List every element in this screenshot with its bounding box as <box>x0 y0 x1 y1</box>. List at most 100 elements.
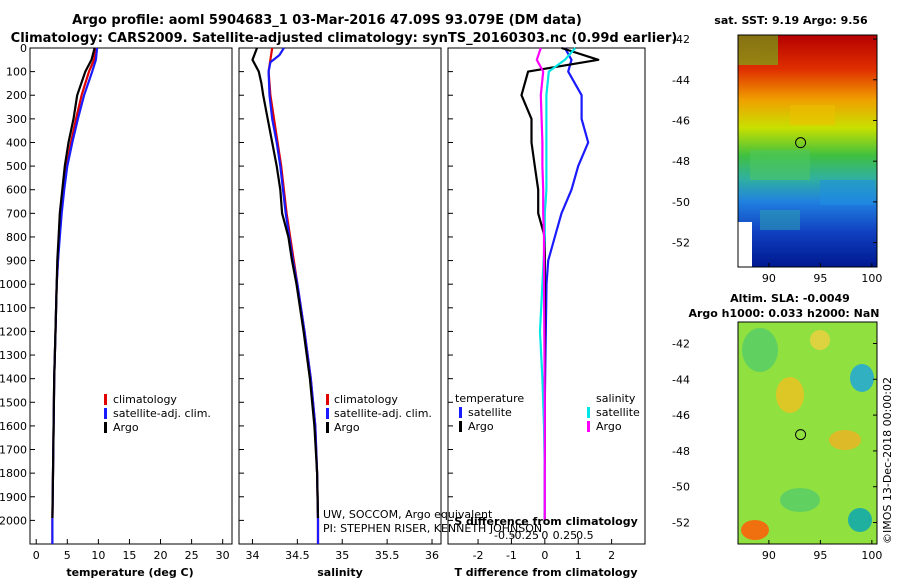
salinity-diff-tick-label: 0 <box>541 529 548 542</box>
y-tick-label: 1400 <box>0 373 27 386</box>
sla-map-frame <box>737 321 878 545</box>
x-tick-label: 35 <box>335 549 349 562</box>
series-line-satellite-adj-clim- <box>267 47 320 544</box>
imos-stamp: ©IMOS 13-Dec-2018 00:00:02 <box>881 377 894 544</box>
sst-map-frame <box>737 34 878 268</box>
salinity-diff-tick-label: 0.5 <box>576 529 594 542</box>
y-tick-label: 1100 <box>0 302 27 315</box>
legend-swatch-satellite <box>104 408 107 419</box>
salinity-diff-tick-label: -0.25 <box>511 529 539 542</box>
map-y-tick-label: -50 <box>672 481 690 494</box>
x-tick-label: 25 <box>185 549 199 562</box>
x-tick-label: 15 <box>122 549 136 562</box>
map-y-tick-label: -42 <box>672 337 690 350</box>
salinity-panel: 34 34.5 35 35.5 36 salinity climatology sate… <box>238 47 542 579</box>
sla-argo-location-marker <box>795 429 807 441</box>
map-x-tick-label: 95 <box>813 549 827 562</box>
map-x-tick-label: 90 <box>762 272 776 285</box>
y-tick-label: 900 <box>6 255 27 268</box>
legend-swatch-climatology <box>104 394 107 405</box>
y-tick-label: 1900 <box>0 491 27 504</box>
x-tick-label: 34.5 <box>285 549 310 562</box>
figure-title-line1: Argo profile: aoml 5904683_1 03-Mar-2016… <box>72 13 582 28</box>
difference-panel: -2 -1 0 1 2 T difference from climatology S … <box>447 46 646 579</box>
legend-label-satellite: satellite-adj. clim. <box>113 407 211 420</box>
sst-argo-location-marker <box>795 137 807 149</box>
y-tick-label: 600 <box>6 184 27 197</box>
y-tick-label: 100 <box>6 66 27 79</box>
legend-label-climatology: climatology <box>113 393 177 406</box>
legend-title-temperature: temperature <box>455 392 524 405</box>
sst-map-panel: sat. SST: 9.19 Argo: 9.56 90 95 100 -42 -44 -… <box>672 14 882 285</box>
y-tick-label: 1200 <box>0 325 27 338</box>
map-y-tick-label: -52 <box>672 237 690 250</box>
map-y-tick-label: -48 <box>672 155 690 168</box>
temperature-legend: climatology satellite-adj. clim. Argo <box>104 393 211 434</box>
x-tick-label: 36 <box>425 549 439 562</box>
credit-line2: PI: STEPHEN RISER, KENNETH JOHNSON <box>323 522 542 535</box>
y-tick-label: 1500 <box>0 396 27 409</box>
map-y-tick-label: -48 <box>672 445 690 458</box>
legend-swatch-argo <box>326 422 329 433</box>
difference-top-xlabel: S difference from climatology <box>454 515 638 528</box>
y-tick-label: 1300 <box>0 349 27 362</box>
temperature-panel: 0 5 10 15 20 25 300100200300400500600700800900… <box>0 42 233 579</box>
series-line-argo <box>251 47 320 519</box>
series-line-climatology <box>267 47 320 544</box>
sla-map-panel: Altim. SLA: -0.0049 Argo h1000: 0.033 h2… <box>672 292 882 562</box>
y-tick-label: 700 <box>6 207 27 220</box>
x-tick-label: 2 <box>608 549 615 562</box>
map-y-tick-label: -50 <box>672 196 690 209</box>
y-tick-label: 1800 <box>0 467 27 480</box>
salinity-legend: climatology satellite-adj. clim. Argo <box>326 393 432 434</box>
legend-swatch-t-satellite <box>459 407 462 418</box>
map-y-tick-label: -42 <box>672 33 690 46</box>
map-x-tick-label: 90 <box>762 549 776 562</box>
legend-label-t-satellite: satellite <box>468 406 512 419</box>
salinity-xlabel: salinity <box>317 566 363 579</box>
map-x-tick-label: 95 <box>813 272 827 285</box>
map-x-tick-label: 100 <box>861 272 882 285</box>
sst-land-mask <box>738 222 752 267</box>
series-line-t-argo <box>520 46 600 521</box>
series-line-s-argo <box>535 47 546 521</box>
legend-swatch-satellite <box>326 408 329 419</box>
y-tick-label: 500 <box>6 160 27 173</box>
difference-axes-frame <box>447 47 646 545</box>
y-tick-label: 300 <box>6 113 27 126</box>
sla-field-blobs <box>741 328 874 540</box>
map-y-tick-label: -44 <box>672 74 690 87</box>
x-tick-label: 0 <box>33 549 40 562</box>
temperature-axes-frame <box>29 47 233 545</box>
y-tick-label: 1700 <box>0 444 27 457</box>
sst-field-texture <box>738 35 875 230</box>
legend-title-salinity: salinity <box>596 392 636 405</box>
map-y-tick-label: -46 <box>672 409 690 422</box>
salinity-axes-frame <box>238 47 442 545</box>
x-tick-label: 34 <box>245 549 259 562</box>
x-tick-label: 5 <box>64 549 71 562</box>
legend-swatch-s-satellite <box>587 407 590 418</box>
salinity-diff-tick-label: -0.5 <box>494 529 515 542</box>
difference-legend: temperature satellite Argo salinity sate… <box>455 392 640 433</box>
series-line-t-satellite <box>543 47 590 521</box>
legend-swatch-s-argo <box>587 421 590 432</box>
map-x-tick-label: 100 <box>861 549 882 562</box>
legend-label-argo: Argo <box>113 421 139 434</box>
figure-title-line2: Climatology: CARS2009. Satellite-adjuste… <box>11 31 678 46</box>
y-tick-label: 0 <box>20 42 27 55</box>
x-tick-label: -2 <box>473 549 484 562</box>
legend-label-climatology: climatology <box>334 393 398 406</box>
legend-label-s-argo: Argo <box>596 420 622 433</box>
y-tick-label: 400 <box>6 136 27 149</box>
y-tick-label: 1000 <box>0 278 27 291</box>
legend-swatch-t-argo <box>459 421 462 432</box>
series-line-s-satellite <box>538 47 577 521</box>
sst-map-title: sat. SST: 9.19 Argo: 9.56 <box>714 14 868 27</box>
series-line-argo <box>51 47 96 519</box>
x-tick-label: -1 <box>506 549 517 562</box>
x-tick-label: 30 <box>216 549 230 562</box>
x-tick-label: 20 <box>154 549 168 562</box>
x-tick-label: 35.5 <box>375 549 400 562</box>
